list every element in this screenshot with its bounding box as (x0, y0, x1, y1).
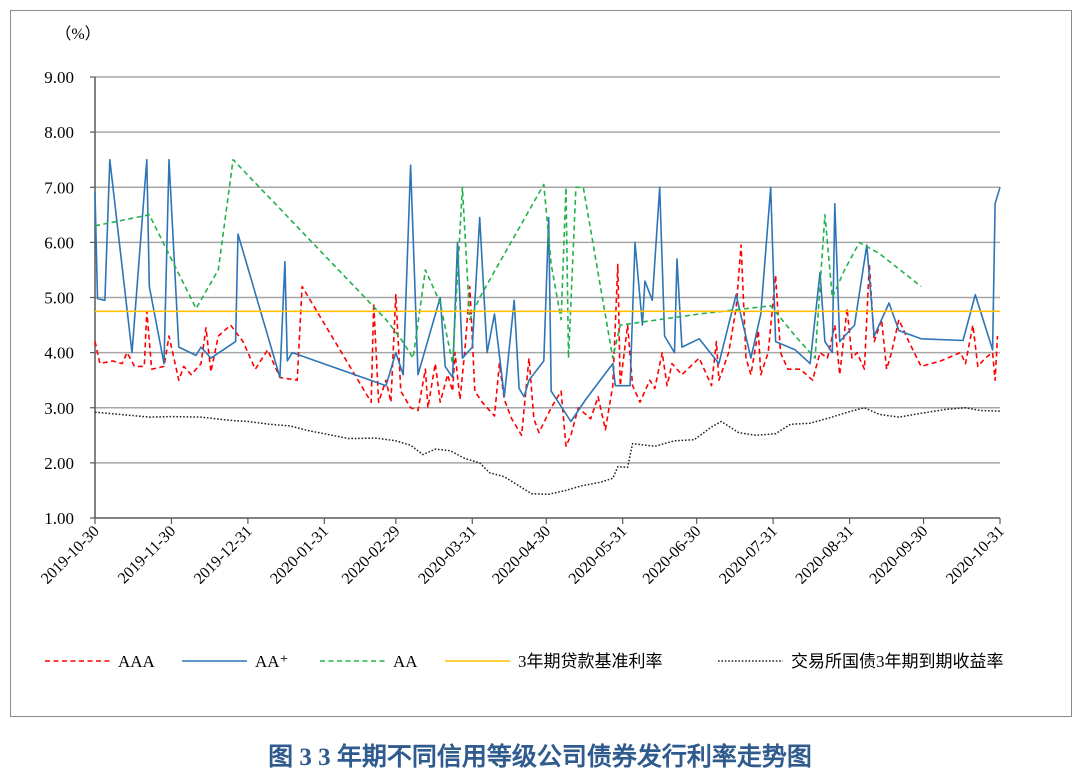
legend-label: AAA (118, 652, 156, 671)
x-tick-label: 2020-06-30 (640, 523, 705, 588)
series-lines (94, 158, 1001, 496)
y-tick-label: 4.00 (44, 344, 74, 363)
legend-item: AA⁺ (182, 652, 289, 671)
y-axis: 9.00 8.00 7.00 6.00 5.00 4.00 3.00 2.00 1.00 (44, 68, 96, 528)
gridlines (95, 76, 1000, 464)
legend-item: 交易所国债3年期到期收益率 (718, 652, 1004, 671)
x-tick-label: 2019-12-31 (191, 523, 256, 588)
y-tick-label: 6.00 (44, 233, 74, 252)
legend-label: AA⁺ (255, 652, 289, 671)
series-line-3 (94, 158, 922, 365)
x-tick-label: 2020-02-29 (339, 523, 404, 588)
x-tick-label: 2019-10-30 (38, 523, 103, 588)
legend-item: AA (320, 652, 418, 671)
y-axis-unit-label: （%） (55, 25, 100, 43)
y-tick-label: 1.00 (44, 509, 74, 528)
y-tick-label: 7.00 (44, 178, 74, 197)
legend-item: 3年期贷款基准利率 (445, 652, 663, 671)
x-tick-label: 2020-07-31 (716, 523, 781, 588)
y-tick-label: 9.00 (44, 68, 74, 87)
x-tick-label: 2020-08-31 (793, 523, 858, 588)
x-axis: 2019-10-30 2019-11-30 2019-12-31 2020-01-31… (38, 517, 1008, 588)
chart: （%）9.008.007.006.005.004.003.002.001.002… (38, 25, 1008, 671)
x-tick-label: 2020-09-30 (867, 523, 932, 588)
y-tick-label: 2.00 (44, 454, 74, 473)
legend-label: AA (393, 652, 418, 671)
x-tick-label: 2020-10-31 (943, 523, 1008, 588)
figure-caption: 图 3 3 年期不同信用等级公司债券发行利率走势图 (268, 744, 812, 771)
chart-frame (10, 10, 1072, 717)
x-tick-label: 2020-03-31 (415, 523, 480, 588)
legend-label: 交易所国债3年期到期收益率 (791, 652, 1004, 671)
x-tick-label: 2020-04-30 (489, 523, 554, 588)
x-tick-label: 2019-11-30 (115, 523, 179, 587)
series-line-5 (94, 407, 1001, 496)
series-line-2 (94, 158, 1001, 423)
series-line-1 (94, 244, 999, 448)
legend: AAA AA⁺ AA 3年期贷款基准利率 交易所国债3年期到期收益率 (45, 652, 1004, 671)
legend-label: 3年期贷款基准利率 (518, 652, 663, 671)
x-tick-label: 2020-05-31 (566, 523, 631, 588)
x-tick-label: 2020-01-31 (267, 523, 332, 588)
legend-item: AAA (45, 652, 156, 671)
y-tick-label: 3.00 (44, 399, 74, 418)
y-tick-label: 8.00 (44, 123, 74, 142)
y-tick-label: 5.00 (44, 289, 74, 308)
